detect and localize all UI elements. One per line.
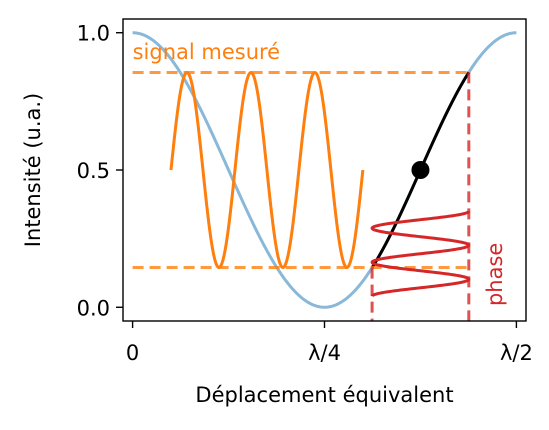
reference-lines	[132, 71, 471, 321]
x-tick-label: 0	[126, 341, 139, 365]
y-tick-label: 0.0	[77, 296, 110, 320]
x-axis: 0 λ/4 λ/2	[126, 321, 533, 365]
signal-wave	[169, 71, 365, 269]
y-tick-label: 0.5	[77, 159, 110, 183]
phase-wave	[370, 210, 471, 297]
operating-point	[411, 161, 430, 179]
x-tick-label: λ/4	[308, 341, 341, 365]
phase-label: phase	[483, 243, 507, 306]
x-axis-label: Déplacement équivalent	[195, 383, 453, 407]
signal-label: signal mesuré	[133, 40, 281, 64]
y-tick-label: 1.0	[77, 22, 110, 46]
y-axis-label: Intensité (u.a.)	[21, 93, 45, 248]
axes-frame	[122, 18, 527, 322]
plot-area: signal mesuré phase	[132, 31, 517, 321]
x-tick-label: λ/2	[500, 341, 533, 365]
y-axis: 0.0 0.5 1.0	[77, 22, 123, 320]
